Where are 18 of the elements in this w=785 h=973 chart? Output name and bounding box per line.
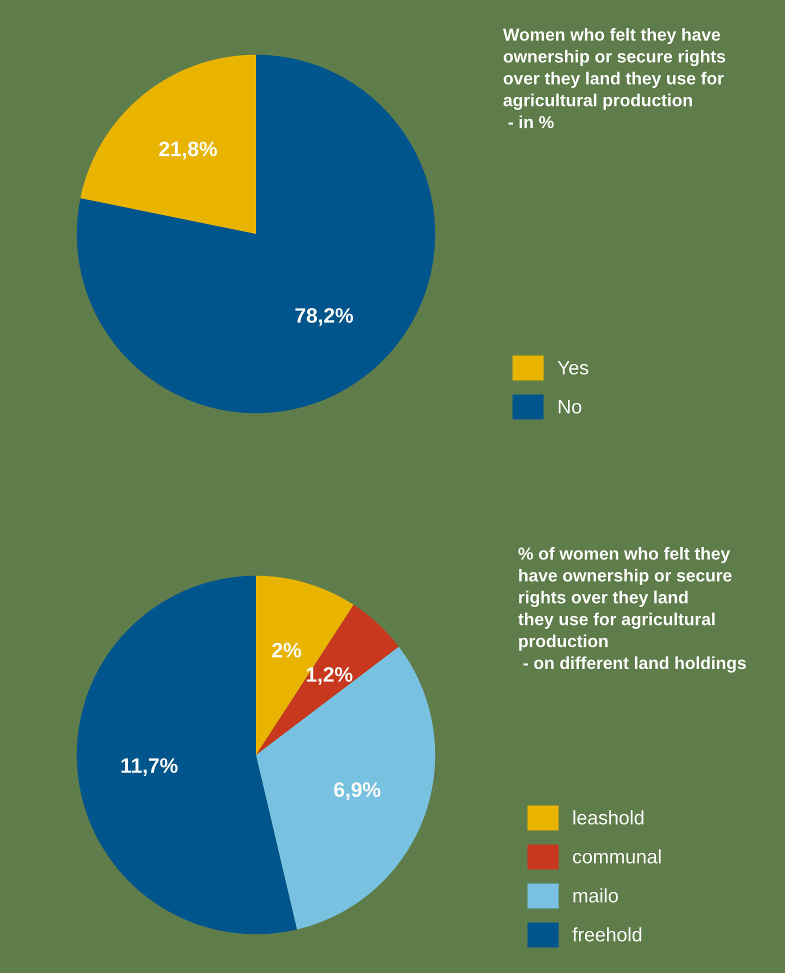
legend-label: freehold xyxy=(572,927,642,942)
data-label: 11,7% xyxy=(122,758,178,776)
legend-label: leashold xyxy=(574,810,644,825)
pie-slice xyxy=(256,604,399,755)
data-label: 78,2% xyxy=(295,308,353,326)
text: Women who felt they have ownership or secure rights over they land they use for agricultural production - in % xyxy=(503,28,726,128)
pie-slice xyxy=(76,54,436,414)
data-label: 2% xyxy=(272,642,302,658)
legend-label: Yes xyxy=(558,360,588,375)
legend-label: No xyxy=(558,400,582,414)
data-label: 1,2% xyxy=(306,667,352,685)
data-label: 21,8% xyxy=(159,142,217,160)
pie-slice xyxy=(256,576,354,755)
text: % of women who felt they have ownership or secure rights over they land they use for agricultural production - on different land holdings xyxy=(518,547,746,673)
legend-label: communal xyxy=(573,849,661,864)
pie-slice xyxy=(80,54,256,234)
data-label: 6,9% xyxy=(334,782,380,800)
legend-label: mailo xyxy=(574,888,618,903)
